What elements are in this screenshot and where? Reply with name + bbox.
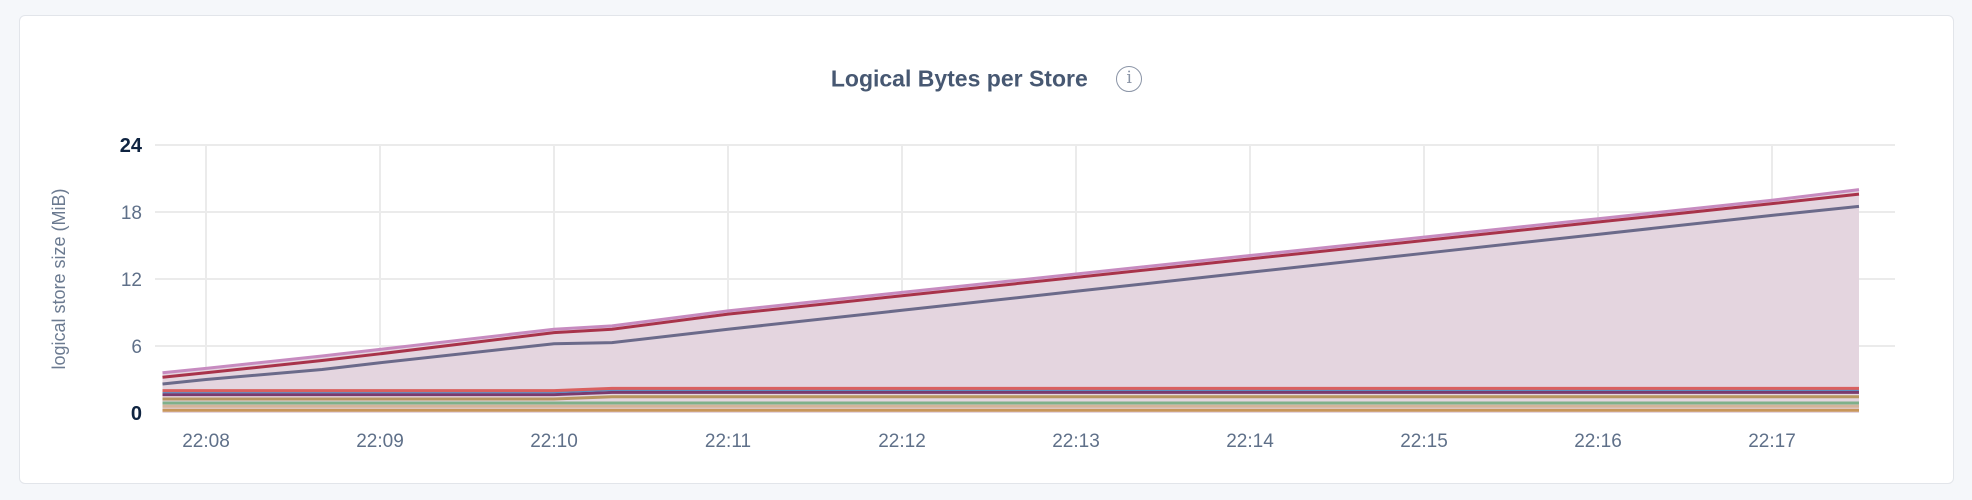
areas xyxy=(162,189,1859,413)
series-area xyxy=(162,194,1859,384)
series-line xyxy=(162,386,1859,393)
x-tick-label: 22:08 xyxy=(182,431,230,452)
y-tick-label: 18 xyxy=(121,203,142,224)
y-tick-label: 0 xyxy=(131,403,142,425)
chart-title: Logical Bytes per Store xyxy=(830,65,1088,92)
x-tick-label: 22:11 xyxy=(705,431,751,452)
y-tick-label: 12 xyxy=(121,270,142,291)
series-line xyxy=(162,204,1860,386)
x-tick-label: 22:16 xyxy=(1574,431,1622,452)
chart-header: Logical Bytes per Store i xyxy=(20,64,1953,92)
y-tick-label: 24 xyxy=(120,135,143,157)
series-line xyxy=(162,188,1860,375)
x-tick-label: 22:17 xyxy=(1748,431,1796,452)
x-tick-label: 22:13 xyxy=(1052,431,1100,452)
x-axis-ticks: 22:08 22:09 22:10 22:11 22:12 22:13 22:14 22:15… xyxy=(182,431,1796,452)
x-tick-label: 22:14 xyxy=(1226,431,1274,452)
x-tick-label: 22:15 xyxy=(1400,431,1448,452)
lines xyxy=(162,188,1860,412)
x-tick-label: 22:10 xyxy=(530,431,578,452)
info-circle-icon[interactable]: i xyxy=(1116,65,1143,92)
series-line xyxy=(162,390,1859,397)
series-line xyxy=(162,192,1860,379)
x-tick-label: 22:12 xyxy=(878,431,926,452)
series-line xyxy=(162,395,1859,401)
x-tick-label: 22:09 xyxy=(356,431,404,452)
y-axis-label: logical store size (MiB) xyxy=(49,188,69,369)
y-tick-label: 6 xyxy=(131,337,142,358)
y-axis-ticks: 0 6 12 18 24 xyxy=(120,135,143,425)
